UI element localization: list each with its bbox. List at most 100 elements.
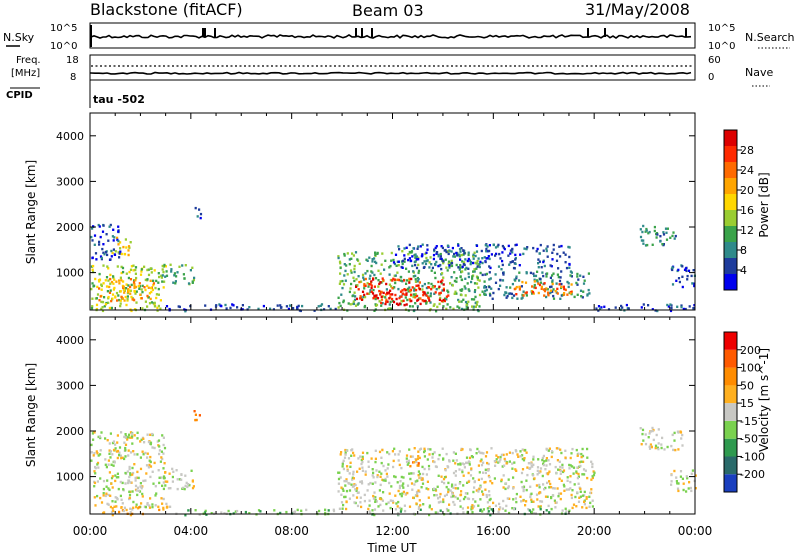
heatmap-cell — [345, 500, 348, 503]
heatmap-cell — [393, 447, 396, 450]
heatmap-cell — [354, 295, 357, 298]
heatmap-cell — [115, 505, 118, 508]
heatmap-cell — [548, 463, 552, 466]
heatmap-cell — [175, 469, 178, 472]
heatmap-cell — [194, 206, 197, 210]
heatmap-cell — [488, 257, 491, 261]
heatmap-cell — [413, 461, 416, 464]
heatmap-cell — [625, 303, 628, 307]
heatmap-cell — [387, 501, 390, 504]
heatmap-cell — [446, 303, 449, 306]
heatmap-cell — [355, 285, 358, 288]
heatmap-cell — [435, 310, 438, 313]
heatmap-cell — [572, 503, 576, 506]
heatmap-cell — [571, 447, 574, 451]
heatmap-cell — [138, 287, 141, 290]
heatmap-cell — [678, 280, 681, 284]
heatmap-cell — [431, 452, 434, 456]
colorbar-swatch — [724, 162, 737, 178]
heatmap-cell — [412, 270, 415, 273]
heatmap-cell — [97, 466, 100, 469]
heatmap-cell — [123, 457, 126, 461]
heatmap-cell — [466, 306, 469, 309]
heatmap-cell — [111, 453, 114, 456]
heatmap-cell — [462, 484, 465, 487]
heatmap-cell — [539, 243, 542, 247]
heatmap-cell — [434, 511, 437, 514]
freq-bottom-tick: 8 — [70, 72, 76, 83]
heatmap-cell — [412, 295, 415, 299]
heatmap-cell — [133, 290, 136, 293]
heatmap-cell — [560, 451, 563, 455]
heatmap-cell — [651, 308, 654, 311]
heatmap-cell — [569, 480, 572, 484]
heatmap-cell — [655, 232, 658, 236]
heatmap-cell — [125, 508, 128, 512]
heatmap-cell — [527, 508, 530, 511]
heatmap-cell — [416, 299, 419, 302]
heatmap-cell — [371, 482, 374, 485]
heatmap-cell — [387, 463, 390, 466]
heatmap-cell — [444, 248, 447, 252]
heatmap-cell — [467, 288, 470, 291]
heatmap-cell — [526, 466, 529, 469]
heatmap-cell — [105, 465, 108, 469]
heatmap-cell — [416, 457, 419, 460]
heatmap-cell — [569, 270, 572, 273]
heatmap-cell — [115, 280, 118, 283]
heatmap-cell — [112, 276, 115, 279]
heatmap-cell — [454, 474, 457, 477]
heatmap-cell — [447, 294, 450, 297]
heatmap-cell — [453, 503, 456, 506]
heatmap-cell — [113, 236, 116, 239]
heatmap-cell — [107, 503, 110, 506]
heatmap-cell — [257, 509, 261, 512]
heatmap-cell — [545, 457, 548, 460]
heatmap-cell — [567, 282, 570, 285]
heatmap-cell — [392, 277, 395, 280]
heatmap-cell — [543, 289, 547, 293]
heatmap-cell — [155, 293, 158, 296]
heatmap-cell — [444, 297, 447, 300]
heatmap-cell — [575, 505, 578, 508]
heatmap-cell — [457, 243, 460, 246]
heatmap-cell — [369, 481, 372, 485]
heatmap-cell — [109, 277, 112, 281]
heatmap-cell — [93, 243, 96, 246]
heatmap-cell — [486, 507, 489, 510]
heatmap-cell — [480, 463, 484, 467]
heatmap-cell — [425, 473, 428, 476]
heatmap-cell — [491, 297, 494, 300]
heatmap-cell — [357, 457, 360, 460]
heatmap-cell — [379, 272, 382, 275]
heatmap-cell — [653, 225, 656, 229]
heatmap-cell — [411, 305, 414, 308]
heatmap-cell — [564, 449, 567, 452]
heatmap-cell — [132, 298, 135, 301]
heatmap-cell — [569, 475, 572, 478]
heatmap-cell — [139, 482, 142, 485]
heatmap-cell — [499, 284, 502, 287]
heatmap-cell — [162, 443, 165, 447]
heatmap-cell — [513, 278, 516, 281]
heatmap-cell — [577, 500, 581, 503]
heatmap-cell — [515, 469, 518, 472]
heatmap-cell — [550, 450, 554, 453]
heatmap-cell — [534, 286, 537, 290]
heatmap-cell — [508, 497, 511, 500]
heatmap-cell — [352, 451, 355, 455]
heatmap-cell — [105, 301, 108, 305]
heatmap-cell — [99, 255, 103, 258]
heatmap-cell — [381, 478, 384, 481]
heatmap-cell — [120, 456, 123, 460]
heatmap-cell — [359, 501, 362, 504]
heatmap-cell — [537, 458, 540, 461]
heatmap-cell — [452, 471, 456, 475]
heatmap-cell — [408, 277, 411, 281]
heatmap-cell — [549, 289, 552, 292]
heatmap-cell — [515, 492, 518, 496]
heatmap-cell — [671, 283, 675, 286]
heatmap-cell — [470, 508, 473, 511]
heatmap-cell — [487, 462, 490, 466]
